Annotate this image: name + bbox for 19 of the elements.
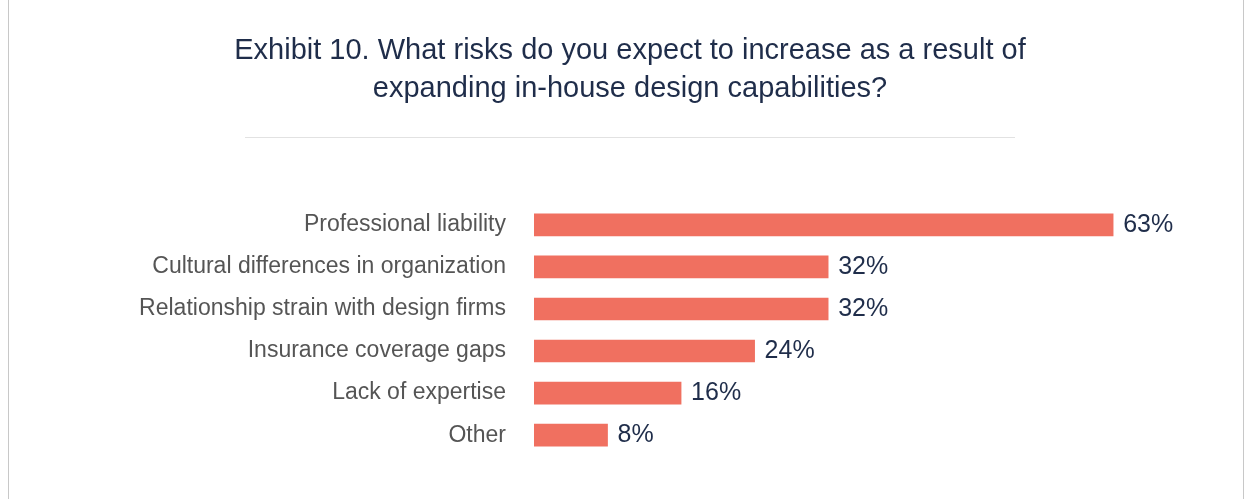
data-label: 8%: [617, 419, 654, 448]
bar: [534, 423, 608, 447]
bar: [534, 297, 829, 321]
chart-title: Exhibit 10. What risks do you expect to increase as a result of expanding in-house design capabilities?: [233, 32, 1027, 105]
bar: [534, 381, 682, 405]
bar: [534, 255, 829, 279]
y-tick-label: Professional liability: [304, 210, 507, 237]
data-label: 63%: [1123, 208, 1174, 237]
bar: [534, 339, 755, 363]
y-tick-label: Relationship strain with design firms: [139, 294, 506, 321]
data-label: 24%: [764, 334, 815, 363]
data-label: 32%: [838, 292, 889, 321]
y-tick-label: Other: [448, 420, 507, 447]
data-label: 16%: [691, 376, 742, 405]
y-tick-label: Insurance coverage gaps: [247, 336, 506, 363]
y-tick-label: Cultural differences in organization: [152, 252, 506, 279]
data-label: 32%: [838, 250, 889, 279]
y-tick-label: Lack of expertise: [332, 378, 506, 405]
bar: [534, 213, 1114, 237]
